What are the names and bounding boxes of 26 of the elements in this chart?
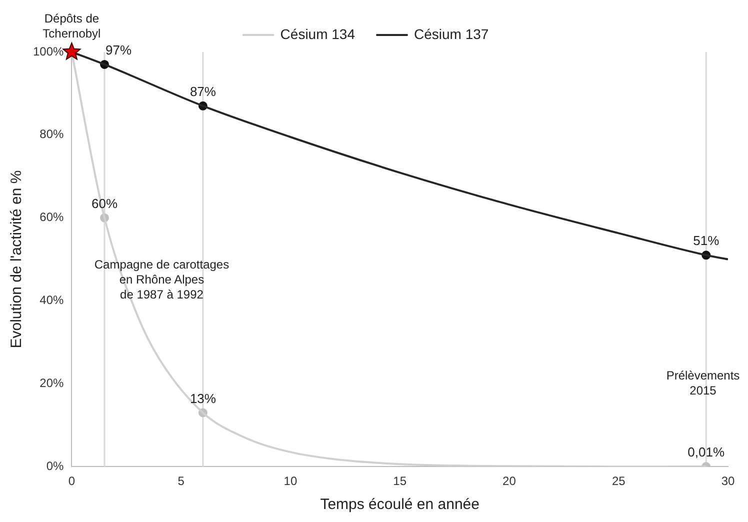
data-label: 0,01% bbox=[688, 444, 725, 460]
data-label: 97% bbox=[105, 42, 132, 58]
x-axis-title: Temps écoulé en année bbox=[320, 496, 480, 514]
y-tick-label: 0% bbox=[46, 458, 64, 473]
x-tick-label: 15 bbox=[393, 474, 407, 488]
annotation: Dépôts de Tchernobyl bbox=[42, 11, 101, 40]
x-tick-label: 5 bbox=[178, 474, 185, 488]
legend-label: Césium 134 bbox=[280, 26, 356, 42]
y-tick-label: 20% bbox=[40, 376, 64, 390]
x-tick-label: 30 bbox=[721, 474, 735, 488]
x-tick-label: 20 bbox=[502, 474, 516, 488]
annotation: Campagne de carottages en Rhône Alpes de 1987 à 1992 bbox=[94, 257, 230, 302]
data-label: 60% bbox=[91, 196, 118, 211]
annotation: Prélèvements 2015 bbox=[666, 368, 740, 398]
y-axis-title: Evolution de l'activité en % bbox=[8, 170, 26, 348]
y-tick-label: 80% bbox=[40, 127, 64, 142]
x-tick-label: 25 bbox=[612, 474, 626, 488]
data-label: 87% bbox=[190, 84, 216, 99]
y-tick-label: 60% bbox=[40, 210, 64, 224]
y-tick-label: 40% bbox=[40, 293, 64, 308]
x-tick-label: 10 bbox=[284, 474, 298, 488]
x-tick-label: 0 bbox=[68, 474, 76, 488]
data-label: 51% bbox=[693, 233, 720, 248]
y-tick-label: 100% bbox=[32, 44, 64, 58]
data-label: 13% bbox=[190, 390, 216, 406]
legend-label: Césium 137 bbox=[414, 26, 489, 42]
